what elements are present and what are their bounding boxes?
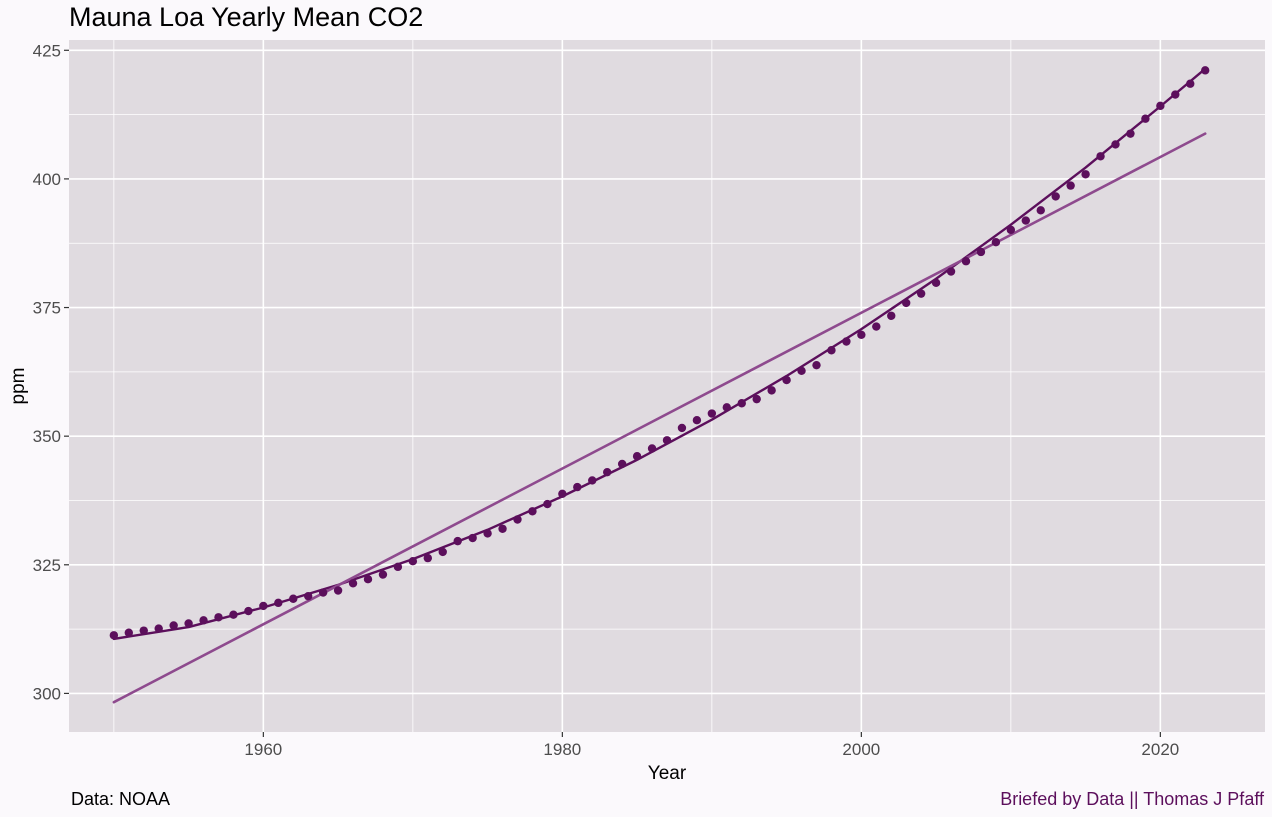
data-point [647,444,657,453]
data-point [304,591,313,601]
data-point [498,524,507,533]
data-point [109,631,119,640]
data-point [991,238,1001,247]
data-point [603,467,612,477]
data-point [184,619,193,628]
data-point [543,499,552,509]
x-tick-label: 2020 [1141,740,1179,759]
x-tick-label: 1960 [244,740,282,759]
quadratic-fit-line [112,67,1207,641]
data-point [827,346,836,355]
data-point [722,403,731,412]
y-tick-label: 400 [33,170,61,189]
data-point [857,330,866,340]
data-point [1141,114,1150,123]
data-point [348,579,358,588]
data-point [902,298,911,308]
data-point [214,613,223,622]
data-point [139,626,148,635]
data-point [1021,216,1030,225]
y-tick-label: 375 [33,299,61,318]
data-point [289,594,298,603]
panel-background [69,40,1265,732]
data-point [483,529,492,538]
data-point [1096,152,1105,161]
data-point [124,628,133,637]
data-point [916,289,926,298]
major-grid [69,40,1265,732]
data-point [662,436,672,445]
data-point [1081,170,1090,179]
data-point [318,588,328,597]
data-point [782,375,791,385]
x-axis-title: Year [648,763,687,784]
data-point [692,416,702,425]
data-point [438,547,447,557]
data-point [363,574,373,584]
data-point [528,507,537,516]
data-point [976,247,986,257]
data-point [752,394,761,404]
data-point [573,482,582,492]
data-point [1126,129,1135,138]
data-point [154,624,163,633]
data-point [1036,206,1045,215]
data-point [169,621,178,630]
y-axis-title: ppm [8,368,29,405]
data-point [812,360,821,370]
y-tick-label: 350 [33,427,61,446]
data-point [199,616,208,625]
data-point [632,452,642,461]
data-point [1186,79,1195,88]
minor-grid [69,40,1265,732]
y-tick-label: 300 [33,684,61,703]
data-point [274,598,283,608]
data-point [1051,192,1060,201]
data-point [842,337,851,346]
data-point [1111,140,1120,149]
data-point [961,257,971,266]
data-point [797,366,806,376]
linear-fit-line [112,132,1207,704]
data-point [617,459,627,469]
y-tick-label: 325 [33,556,61,575]
data-point [244,606,253,616]
data-point [677,423,687,433]
data-point [1006,225,1016,235]
data-point [946,267,956,276]
data-point [588,476,597,485]
chart-title: Mauna Loa Yearly Mean CO2 [69,2,424,32]
data-point [408,556,418,566]
caption-credit: Briefed by Data || Thomas J Pfaff [1000,789,1264,809]
data-point [1066,181,1075,190]
data-point [453,536,462,546]
data-point [259,601,268,611]
caption-data-source: Data: NOAA [71,789,171,809]
data-point [707,409,717,418]
y-tick-label: 425 [33,41,61,60]
x-tick-label: 2000 [842,740,880,759]
data-point [1171,90,1180,99]
data-point [378,570,388,579]
data-point [229,610,238,619]
data-point [1156,101,1165,111]
data-point [872,322,881,331]
data-point [513,515,522,524]
data-point [887,311,896,320]
data-point [1201,66,1210,75]
x-tick-label: 1980 [543,740,581,759]
series-layer [109,66,1210,704]
data-point [767,386,776,395]
x-axis: 1960 1980 2000 2020 [244,732,1179,759]
data-point [558,489,567,498]
data-point [468,533,477,543]
data-point [393,562,403,572]
data-point [737,399,746,408]
data-point [333,586,343,595]
data-point [423,553,432,563]
y-axis: 300 325 350 375 400 425 [33,41,69,703]
data-point [931,278,941,288]
